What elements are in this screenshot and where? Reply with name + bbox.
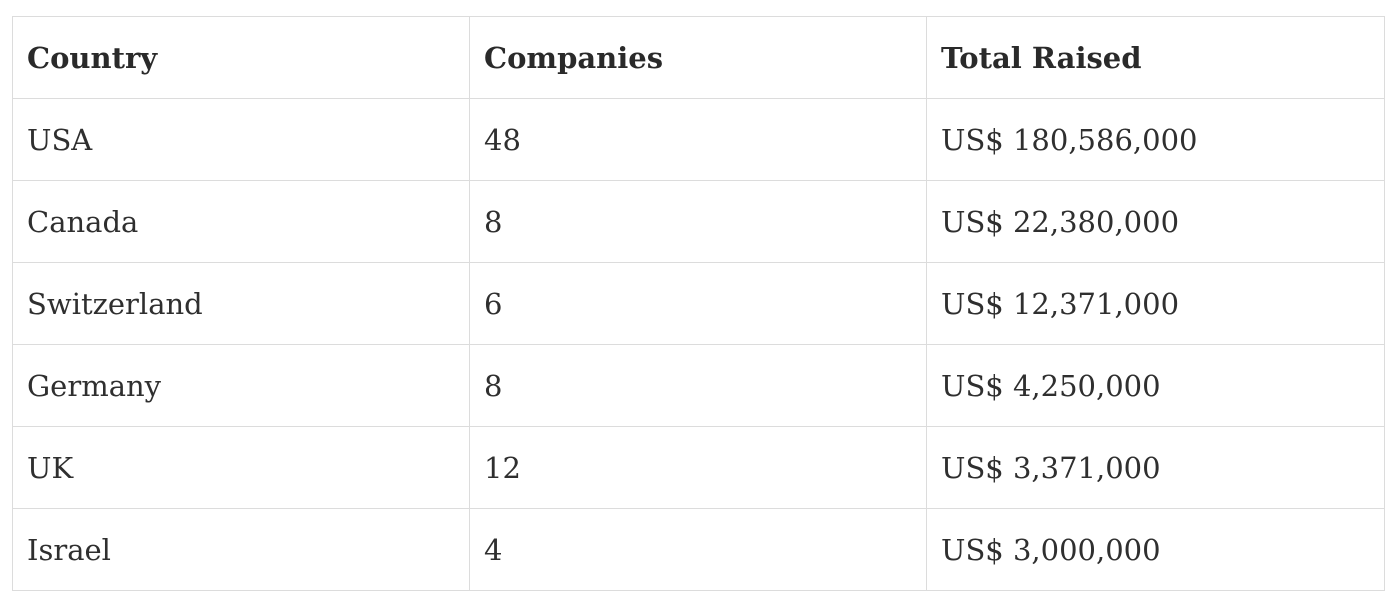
cell-country: USA xyxy=(12,98,470,181)
table-header: Country Companies Total Raised xyxy=(12,16,1385,99)
cell-total-raised: US$ 180,586,000 xyxy=(926,98,1385,181)
header-country: Country xyxy=(12,16,470,99)
table-row: Switzerland 6 US$ 12,371,000 xyxy=(12,262,1385,345)
cell-total-raised: US$ 12,371,000 xyxy=(926,262,1385,345)
cell-companies: 8 xyxy=(469,180,927,263)
cell-total-raised: US$ 3,371,000 xyxy=(926,426,1385,509)
cell-companies: 48 xyxy=(469,98,927,181)
cell-companies: 4 xyxy=(469,508,927,591)
cell-country: Israel xyxy=(12,508,470,591)
table-row: UK 12 US$ 3,371,000 xyxy=(12,426,1385,509)
funding-by-country-table: Country Companies Total Raised USA 48 US… xyxy=(12,16,1385,591)
table-row: Canada 8 US$ 22,380,000 xyxy=(12,180,1385,263)
header-total-raised: Total Raised xyxy=(926,16,1385,99)
cell-companies: 8 xyxy=(469,344,927,427)
table-row: Germany 8 US$ 4,250,000 xyxy=(12,344,1385,427)
header-companies: Companies xyxy=(469,16,927,99)
cell-companies: 6 xyxy=(469,262,927,345)
cell-country: Switzerland xyxy=(12,262,470,345)
cell-country: Canada xyxy=(12,180,470,263)
cell-total-raised: US$ 3,000,000 xyxy=(926,508,1385,591)
data-table-container: Country Companies Total Raised USA 48 US… xyxy=(12,16,1385,591)
table-row: USA 48 US$ 180,586,000 xyxy=(12,98,1385,181)
table-row: Israel 4 US$ 3,000,000 xyxy=(12,508,1385,591)
cell-country: UK xyxy=(12,426,470,509)
cell-country: Germany xyxy=(12,344,470,427)
table-body: USA 48 US$ 180,586,000 Canada 8 US$ 22,3… xyxy=(12,98,1385,591)
cell-total-raised: US$ 22,380,000 xyxy=(926,180,1385,263)
cell-companies: 12 xyxy=(469,426,927,509)
cell-total-raised: US$ 4,250,000 xyxy=(926,344,1385,427)
header-row: Country Companies Total Raised xyxy=(12,16,1385,99)
